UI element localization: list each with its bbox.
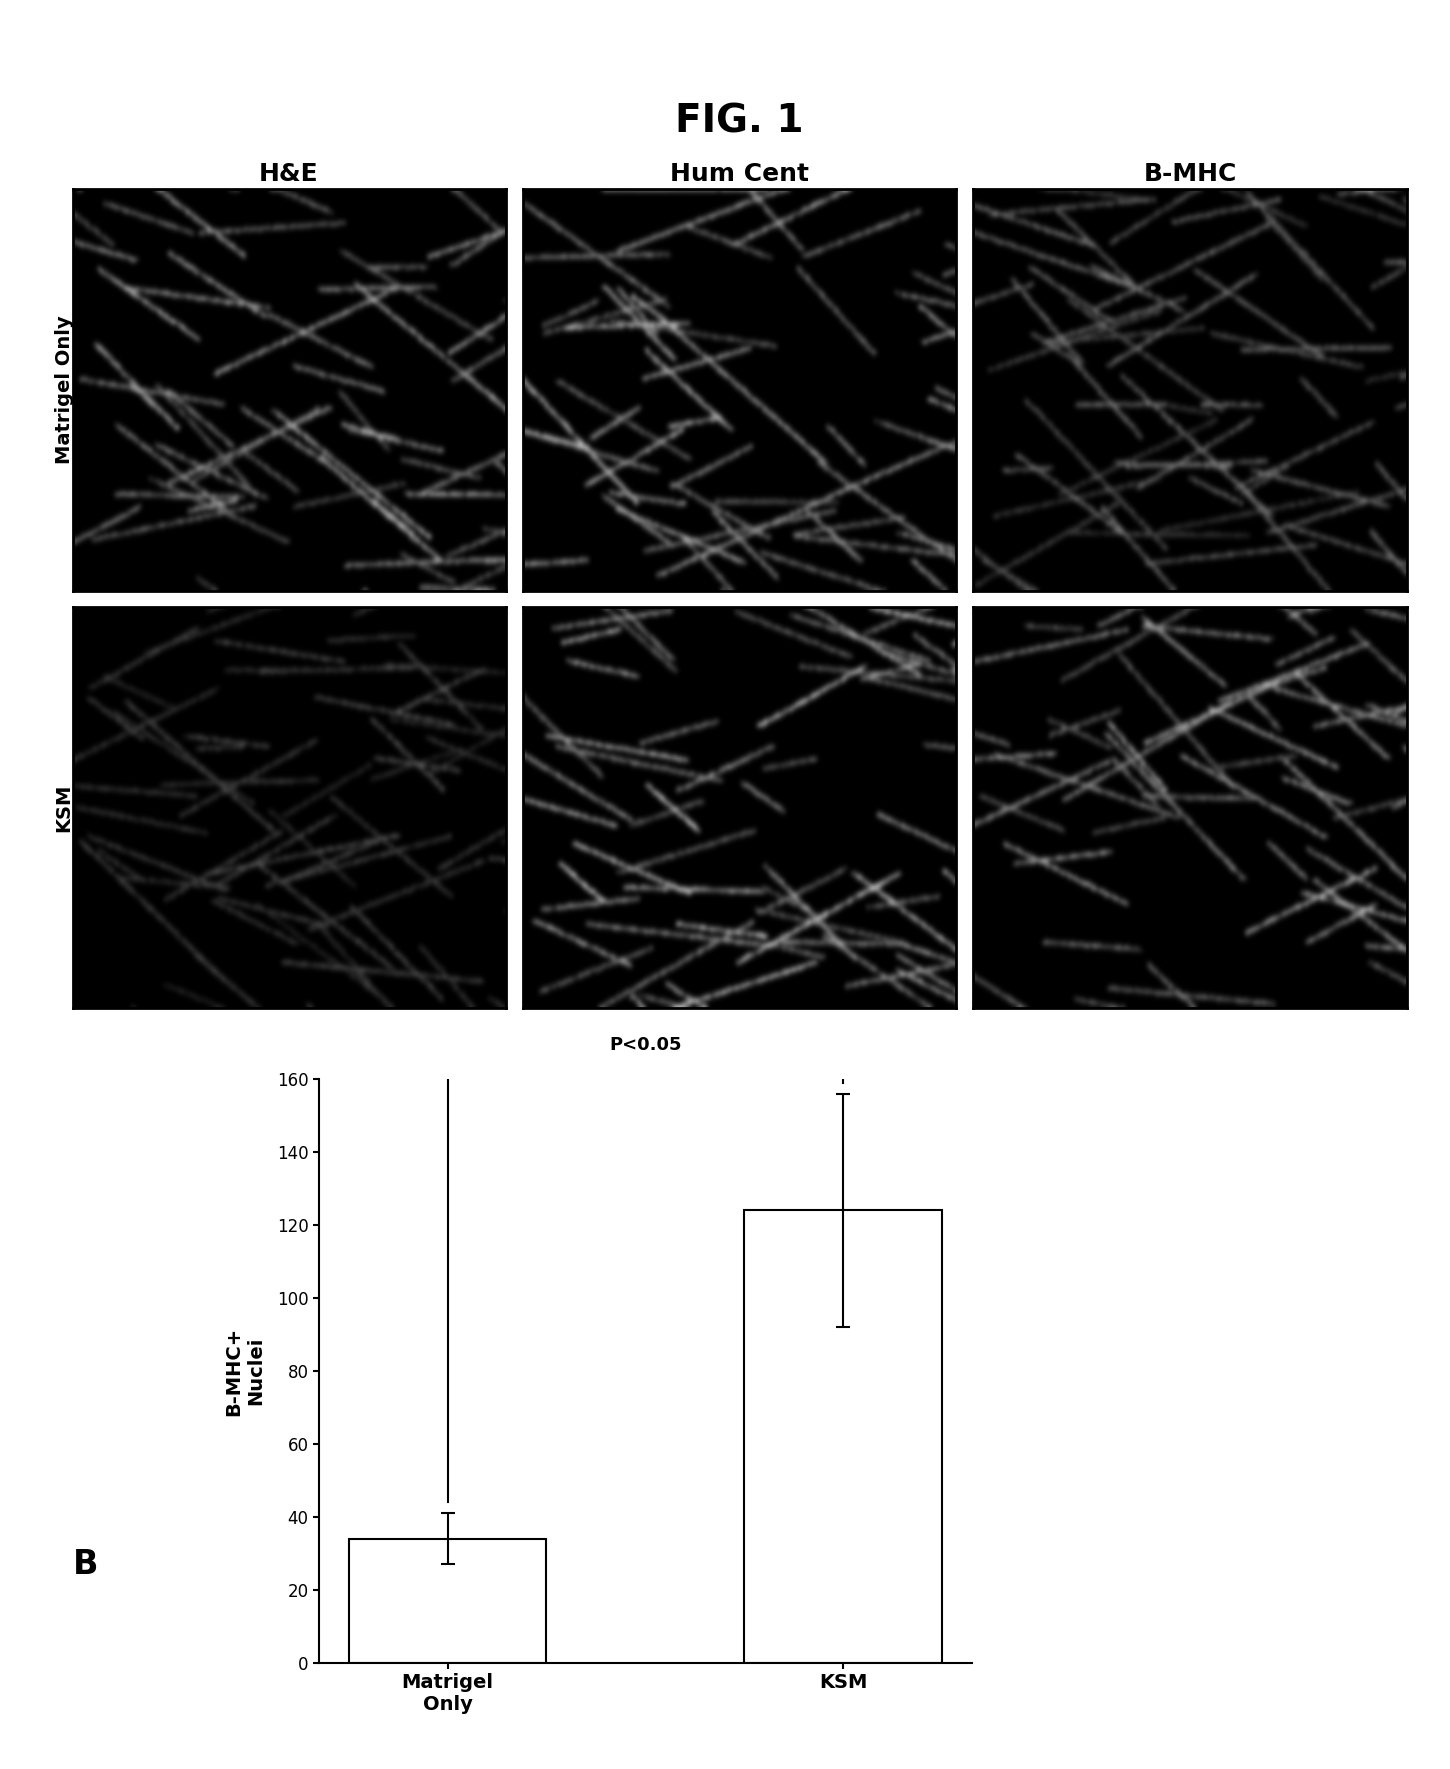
Text: B: B	[72, 1548, 99, 1581]
Title: H&E: H&E	[260, 163, 319, 186]
Y-axis label: B-MHC+
Nuclei: B-MHC+ Nuclei	[225, 1327, 265, 1415]
Text: P<0.05: P<0.05	[609, 1035, 682, 1054]
Bar	[348, 1539, 547, 1663]
Y-axis label: KSM: KSM	[55, 784, 74, 831]
Bar	[744, 1210, 942, 1663]
Text: A: A	[72, 716, 99, 750]
Title: B-MHC: B-MHC	[1143, 163, 1237, 186]
Title: Hum Cent: Hum Cent	[670, 163, 809, 186]
Y-axis label: Matrigel Only: Matrigel Only	[55, 315, 74, 465]
Text: FIG. 1: FIG. 1	[676, 103, 803, 142]
